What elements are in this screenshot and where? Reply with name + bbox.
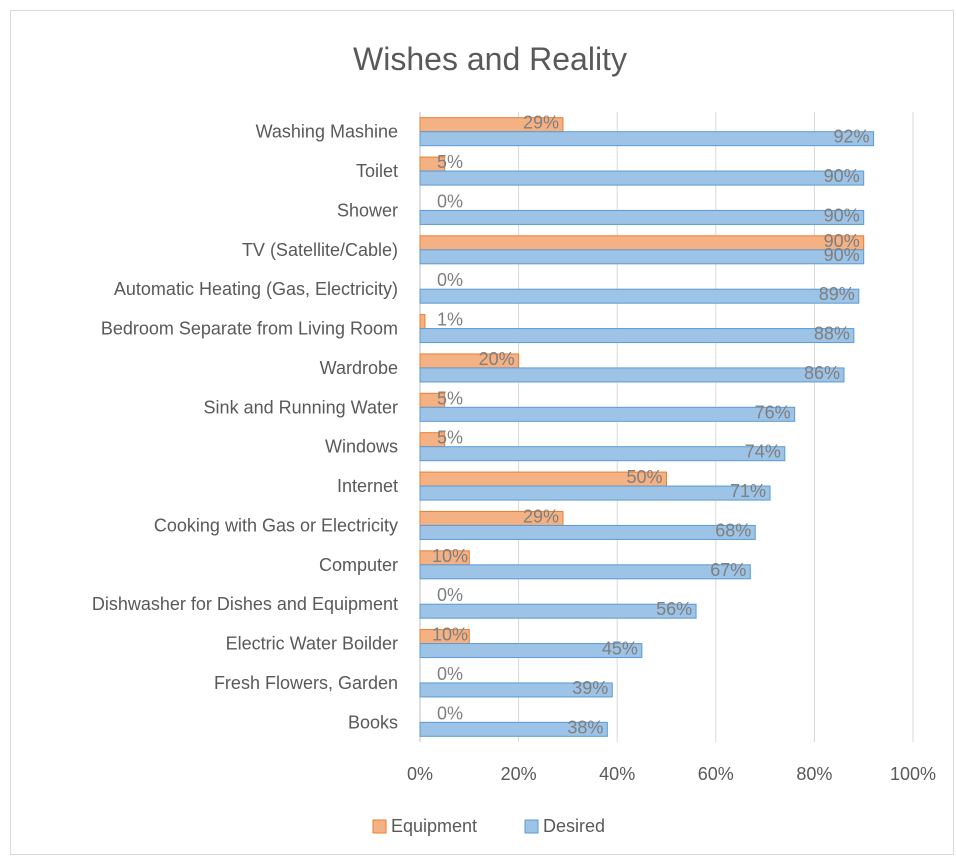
data-label: 90% (824, 245, 860, 265)
data-label: 5% (437, 388, 463, 408)
x-tick-label: 0% (407, 764, 433, 784)
bar-desired (419, 406, 796, 422)
bar-desired (419, 446, 786, 462)
bar-desired (419, 485, 771, 501)
bar-desired (419, 288, 860, 304)
chart-title: Wishes and Reality (353, 41, 627, 77)
data-label: 0% (437, 703, 463, 723)
data-label: 29% (523, 113, 559, 133)
data-label: 67% (710, 560, 746, 580)
category-label: Computer (319, 555, 398, 575)
category-label: Shower (337, 200, 398, 220)
data-label: 1% (437, 310, 463, 330)
bar-desired (419, 524, 756, 540)
data-label: 39% (572, 678, 608, 698)
chart-frame (10, 10, 954, 855)
x-tick-label: 20% (501, 764, 537, 784)
bar-desired (419, 249, 865, 265)
category-label: Cooking with Gas or Electricity (154, 515, 398, 535)
bar-desired (419, 603, 697, 619)
category-label: Books (348, 712, 398, 732)
bar-desired (419, 209, 865, 225)
data-label: 10% (432, 546, 468, 566)
category-label: Sink and Running Water (204, 397, 398, 417)
data-label: 88% (814, 324, 850, 344)
data-label: 89% (819, 284, 855, 304)
data-label: 50% (626, 467, 662, 487)
category-label: Fresh Flowers, Garden (214, 673, 398, 693)
category-label: Electric Water Boilder (226, 634, 398, 654)
bar-desired (419, 564, 751, 580)
bar-desired (419, 643, 643, 659)
category-label: Bedroom Separate from Living Room (101, 319, 398, 339)
legend-swatch-equipment (372, 819, 387, 834)
data-label: 10% (432, 625, 468, 645)
category-label: Toilet (356, 161, 398, 181)
data-label: 86% (804, 363, 840, 383)
data-label: 74% (745, 442, 781, 462)
bar-equipment (419, 235, 865, 251)
bar-desired (419, 328, 855, 344)
data-label: 0% (437, 191, 463, 211)
bar-desired (419, 682, 613, 698)
x-tick-label: 40% (599, 764, 635, 784)
category-label: Washing Mashine (256, 122, 398, 142)
legend-label-equipment: Equipment (391, 816, 477, 836)
category-label: Automatic Heating (Gas, Electricity) (114, 279, 398, 299)
data-label: 90% (824, 205, 860, 225)
bar-desired (419, 131, 875, 147)
data-label: 71% (730, 481, 766, 501)
data-label: 0% (437, 270, 463, 290)
category-label: Internet (337, 476, 398, 496)
data-label: 68% (715, 520, 751, 540)
bar-desired (419, 170, 865, 186)
data-label: 0% (437, 664, 463, 684)
data-label: 38% (567, 717, 603, 737)
category-label: Dishwasher for Dishes and Equipment (92, 594, 398, 614)
data-label: 90% (824, 231, 860, 251)
x-tick-label: 100% (890, 764, 936, 784)
data-label: 45% (602, 639, 638, 659)
data-label: 5% (437, 428, 463, 448)
data-label: 90% (824, 166, 860, 186)
bar-desired (419, 721, 608, 737)
legend: Equipment Desired (372, 816, 605, 836)
x-tick-label: 60% (698, 764, 734, 784)
category-label: Windows (325, 437, 398, 457)
legend-swatch-desired (524, 819, 539, 834)
category-label: Wardrobe (320, 358, 398, 378)
bar-equipment (419, 314, 426, 330)
data-label: 20% (479, 349, 515, 369)
bar-desired (419, 367, 845, 383)
data-label: 5% (437, 152, 463, 172)
data-label: 0% (437, 585, 463, 605)
x-tick-label: 80% (796, 764, 832, 784)
data-label: 29% (523, 506, 559, 526)
category-label: TV (Satellite/Cable) (242, 240, 398, 260)
data-label: 92% (834, 127, 870, 147)
data-label: 56% (656, 599, 692, 619)
legend-label-desired: Desired (543, 816, 605, 836)
data-label: 76% (755, 402, 791, 422)
